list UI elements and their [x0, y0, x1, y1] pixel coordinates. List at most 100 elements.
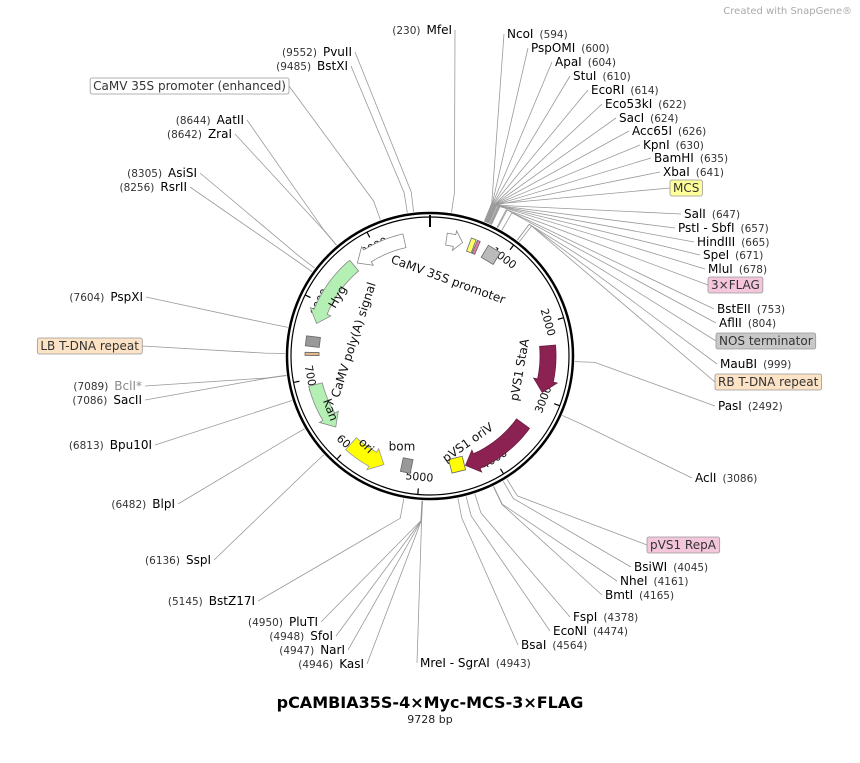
site-name: ZraI	[208, 127, 232, 141]
leader-line	[350, 65, 408, 213]
site-name: BstZ17I	[209, 594, 255, 608]
feature-label-box	[669, 179, 703, 197]
site-label: PstI - SbfI (657)	[678, 221, 769, 235]
leader-line	[257, 498, 405, 602]
site-name: SacII	[113, 393, 142, 407]
site-position: (600)	[581, 43, 609, 55]
leader-line	[457, 498, 519, 646]
site-position: (4947)	[279, 645, 314, 657]
site-label: NcoI (594)	[507, 27, 568, 41]
site-position: (678)	[739, 264, 767, 276]
inner-feature-label: bom	[389, 440, 416, 454]
feature-label-box	[36, 337, 143, 355]
site-name: KasI	[339, 657, 364, 671]
leader-line	[213, 454, 325, 561]
leader-line	[516, 223, 718, 365]
site-label: (4948) SfoI	[269, 629, 333, 643]
site-position: (8644)	[176, 115, 211, 127]
ring-tick	[499, 468, 505, 475]
site-name: FspI	[573, 610, 597, 624]
site-name: SfoI	[310, 629, 333, 643]
feature-box	[399, 457, 414, 474]
map-length: 9728 bp	[407, 713, 452, 726]
site-label: BstEII (753)	[717, 302, 785, 316]
site-name: BsaI	[521, 638, 546, 652]
site-name: BstXI	[317, 59, 348, 73]
site-position: (8256)	[119, 182, 154, 194]
feature-box	[466, 237, 477, 254]
leader-line	[490, 205, 701, 256]
leader-line	[489, 205, 676, 229]
site-name: RsrII	[160, 180, 187, 194]
leader-line	[486, 187, 671, 223]
site-label: MluI (678)	[708, 262, 767, 276]
site-position: (4948)	[269, 631, 304, 643]
site-name: AsiSI	[168, 166, 197, 180]
site-position: (2492)	[748, 401, 783, 413]
ring-tick	[336, 454, 342, 460]
leader-line	[493, 486, 618, 582]
site-name: HindIII	[697, 235, 735, 249]
site-name: AclI	[695, 471, 716, 485]
backbone: 100020003000400050006000700080009000	[285, 211, 575, 501]
feature-arrow	[465, 418, 531, 473]
site-position: (9485)	[276, 61, 311, 73]
leader-line	[483, 33, 505, 222]
site-position: (7086)	[72, 395, 107, 407]
inner-feature-label: pVS1 StaA	[507, 337, 532, 402]
leader-line	[485, 89, 589, 223]
site-label: BsaI (4564)	[521, 638, 587, 652]
site-label: Eco53kI (622)	[605, 97, 687, 111]
site-name: MfeI	[427, 23, 453, 37]
site-label: MauBI (999)	[720, 357, 791, 371]
site-label: BamHI (635)	[654, 151, 728, 165]
feature-label: 3×FLAG	[711, 278, 760, 292]
site-position: (635)	[700, 153, 728, 165]
site-label: (6482) BlpI	[111, 497, 175, 511]
site-position: (6482)	[111, 499, 146, 511]
site-position: (5145)	[168, 596, 203, 608]
ring-tick-label: 5000	[405, 469, 434, 484]
leader-line	[189, 186, 313, 273]
leader-line	[144, 375, 287, 401]
site-name: SalI	[684, 207, 706, 221]
feature-box	[304, 351, 320, 356]
site-label: (7089) BclI*	[73, 379, 142, 393]
site-label: SalI (647)	[684, 207, 740, 221]
site-position: (4564)	[552, 640, 587, 652]
site-label: Acc65I (626)	[632, 124, 706, 138]
site-label: XbaI (641)	[663, 165, 724, 179]
site-name: ApaI	[555, 55, 582, 69]
ring-tick	[417, 488, 419, 495]
ring-tick	[553, 403, 560, 407]
leader-line	[199, 172, 315, 269]
feature-arrow	[309, 259, 360, 325]
site-label: FspI (4378)	[573, 610, 638, 624]
site-position: (4474)	[593, 626, 628, 638]
site-label: (4947) NarI	[279, 643, 345, 657]
feature-arrow	[308, 382, 339, 428]
feature-arrow	[345, 437, 385, 471]
site-name: SpeI	[703, 248, 729, 262]
leader-line	[487, 171, 661, 224]
site-label: (5145) BstZ17I	[168, 594, 255, 608]
feature-label: MCS	[673, 181, 699, 195]
feature-label: LB T-DNA repeat	[40, 339, 139, 353]
site-name: NheI	[620, 574, 648, 588]
feature-label: pVS1 RepA	[650, 538, 717, 552]
site-label: (8644) AatII	[176, 113, 244, 127]
site-position: (6813)	[69, 440, 104, 452]
site-position: (630)	[676, 140, 704, 152]
site-position: (4165)	[639, 590, 674, 602]
site-position: (3086)	[722, 473, 757, 485]
leader-lines	[142, 29, 718, 665]
site-position: (626)	[678, 126, 706, 138]
site-label: (6813) Bpu10I	[69, 438, 152, 452]
site-label: (8256) RsrII	[119, 180, 187, 194]
leader-line	[288, 85, 381, 220]
site-label: (4946) KasI	[298, 657, 364, 671]
ring-tick	[366, 231, 371, 238]
site-name: BsiWI	[634, 560, 667, 574]
site-label: ApaI (604)	[555, 55, 616, 69]
